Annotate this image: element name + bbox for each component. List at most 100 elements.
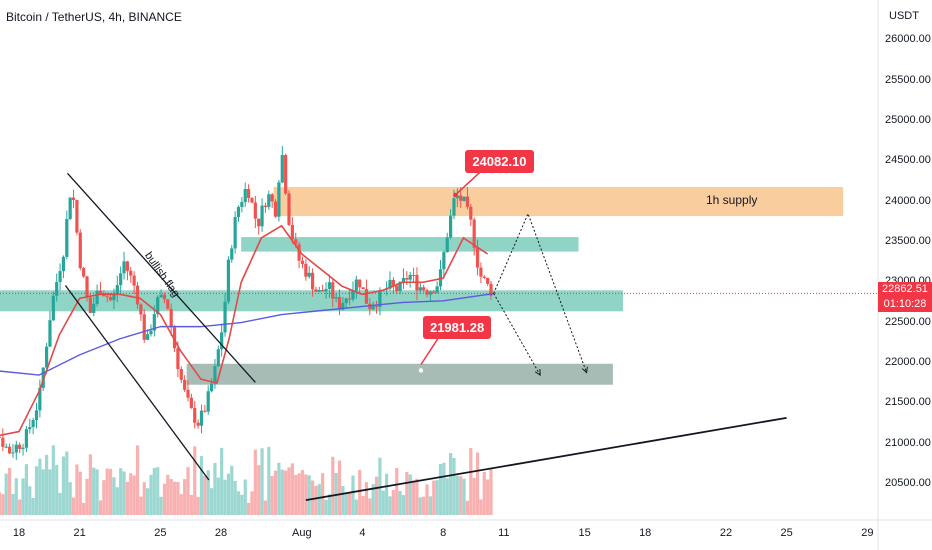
volume-bar [479, 499, 483, 515]
volume-bar [398, 491, 402, 515]
volume-bar [230, 465, 234, 515]
volume-bar [310, 480, 315, 515]
candle-body [475, 247, 480, 268]
volume-bar [432, 480, 436, 515]
volume-bar [129, 473, 133, 515]
volume-bar [18, 499, 22, 515]
volume-bar [176, 481, 180, 515]
candle-body [294, 239, 298, 245]
volume-bar [455, 475, 459, 515]
volume-bar [78, 471, 82, 515]
volume-bar [391, 490, 395, 515]
volume-bar [344, 493, 348, 515]
volume-bar [65, 451, 69, 515]
x-tick-label: 28 [214, 527, 228, 539]
candle-body [327, 282, 332, 289]
volume-bar [465, 500, 470, 515]
candle-body [243, 188, 247, 203]
volume-bar [374, 476, 379, 515]
y-tick-label: 24500.00 [885, 154, 931, 167]
volume-bar [142, 482, 146, 515]
volume-bar [98, 500, 103, 515]
volume-bar [240, 494, 244, 515]
volume-bar [169, 479, 173, 515]
volume-bar [31, 497, 35, 515]
candle-body [435, 286, 439, 293]
candle-body [489, 283, 493, 296]
volume-bar [38, 458, 42, 515]
candle-body [482, 276, 486, 278]
candle-body [196, 422, 200, 426]
volume-bar [348, 493, 352, 515]
candle-body [45, 346, 49, 368]
volume-bar [317, 484, 321, 515]
candle-body [139, 304, 143, 315]
volume-bar [75, 464, 79, 515]
candle-body [233, 217, 237, 249]
candle-body [166, 299, 170, 309]
candle-body [14, 444, 18, 453]
volume-bar [48, 469, 52, 515]
candle-body [108, 297, 113, 301]
candle-body [341, 303, 345, 310]
volume-bar [55, 465, 59, 515]
volume-bar [358, 469, 362, 515]
volume-bar [290, 463, 294, 515]
chart-title: Bitcoin / TetherUS, 4h, BINANCE [6, 10, 182, 24]
volume-bar [334, 472, 338, 515]
y-tick-label: 22000.00 [885, 355, 931, 368]
candle-body [371, 306, 375, 310]
volume-bar [236, 491, 241, 515]
volume-bar [58, 492, 62, 515]
candle-body [236, 206, 241, 218]
candle-body [257, 218, 261, 227]
candle-body [186, 389, 190, 398]
candle-body [112, 293, 116, 301]
y-tick-label: 25000.00 [885, 113, 931, 126]
candle-body [206, 391, 210, 412]
x-tick-label: Aug [292, 527, 312, 539]
volume-bar [199, 456, 204, 515]
candle-body [189, 397, 193, 408]
price-unit: USDT [889, 10, 919, 22]
candle-body [432, 291, 436, 293]
candle-body [465, 196, 470, 207]
candle-body [317, 290, 321, 292]
volume-bar [88, 454, 92, 515]
volume-bar [462, 478, 466, 515]
candle-body [129, 270, 133, 276]
candle-body [405, 278, 409, 280]
candle-body [226, 259, 231, 302]
volume-bar [452, 457, 456, 515]
candle-body [156, 297, 160, 315]
candle-body [142, 314, 146, 340]
x-tick-label: 18 [12, 527, 26, 539]
volume-bar [482, 471, 486, 515]
callout-pointer [454, 171, 481, 196]
volume-bar [183, 479, 187, 515]
y-tick-label: 26000.00 [885, 33, 931, 46]
volume-bar [438, 463, 443, 515]
volume-bar [209, 488, 214, 515]
candle-body [146, 334, 150, 340]
candle-body [65, 219, 69, 257]
volume-bar [216, 477, 220, 515]
y-tick-label: 21500.00 [885, 396, 931, 409]
candle-body [209, 383, 214, 392]
x-tick-label: 29 [861, 527, 874, 539]
candle-body [4, 446, 8, 448]
candle-body [68, 197, 72, 220]
candle-body [445, 237, 449, 253]
volume-bar [166, 474, 170, 515]
volume-bar [449, 453, 453, 515]
volume-bar [172, 481, 177, 515]
volume-bar [395, 467, 399, 515]
candle-body [374, 306, 379, 308]
candle-body [213, 366, 217, 384]
candle-body [92, 303, 96, 313]
volume-bar [489, 468, 493, 515]
candle-body [132, 275, 136, 286]
candle-body [290, 224, 294, 240]
candle-body [361, 287, 365, 290]
